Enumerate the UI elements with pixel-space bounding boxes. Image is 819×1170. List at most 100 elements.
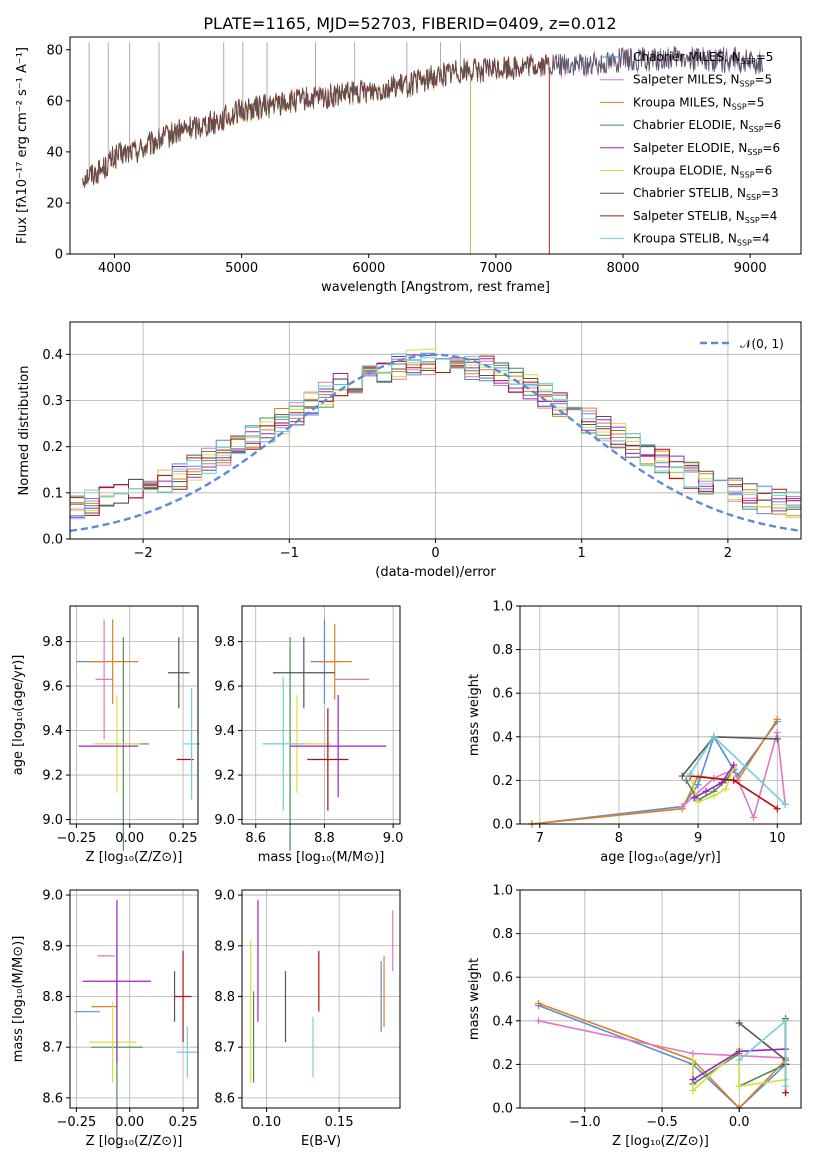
mass-weight-point-marker (690, 794, 698, 802)
y-axis-label: mass [log₁₀(M/M⊙)] (11, 936, 26, 1063)
mass-weight-series-line (531, 721, 778, 825)
mass-vs-Z-frame-group: −0.25 0.00 0.25 8.6 8.7 8.8 8.9 9.0 Z [log₁₀(Z/Z… (11, 889, 199, 1149)
mass-weight-point-marker (735, 1056, 743, 1064)
legend-entry-name: Chabrier STELIB, N (633, 186, 746, 200)
legend-entry-subscript: SSP (745, 216, 760, 225)
y-tick-label: 8.8 (214, 990, 235, 1005)
mass-weight-vs-Z-plot-area (535, 999, 790, 1112)
x-tick-label: 0 (431, 546, 439, 561)
mass-weight-point-marker (773, 805, 781, 813)
mass-weight-point-marker (694, 781, 702, 789)
x-tick-label: 0.00 (115, 831, 144, 846)
mass-weight-point-marker (718, 779, 726, 787)
x-tick-label: 0.0 (729, 1115, 750, 1130)
mass-weight-point-marker (535, 999, 543, 1007)
x-tick-label: 4000 (98, 261, 131, 276)
mass-weight-point-marker (750, 813, 758, 821)
age-vs-Z-axes: −0.25 0.00 0.25 9.0 9.2 9.4 9.6 9.8 Z [log₁₀(Z/Z… (11, 605, 201, 865)
y-tick-label: 9.0 (214, 813, 235, 828)
legend-entry: Kroupa MILES, NSSP=5 (633, 95, 764, 111)
mass-weight-series-line (689, 735, 786, 805)
mass-weight-series-line (681, 732, 786, 820)
legend-entry-subscript: SSP (741, 57, 756, 66)
y-tick-label: 9.4 (42, 724, 63, 739)
mass-weight-point-marker (686, 770, 694, 778)
axes-frame (69, 889, 199, 1109)
legend-entry: Chabrier ELODIE, NSSP=6 (633, 118, 781, 134)
y-tick-label: 9.2 (214, 769, 235, 784)
y-tick-label: 0.0 (42, 533, 63, 548)
residual-histogram-plot-area (69, 348, 802, 533)
legend-entry: Chabrier STELIB, NSSP=3 (633, 186, 779, 202)
y-tick-label: 0.0 (492, 1102, 513, 1117)
y-tick-label: 0.6 (492, 971, 513, 986)
x-tick-label: 7 (536, 831, 544, 846)
legend-entry-suffix: =6 (755, 164, 773, 178)
mass-weight-point-marker (782, 1089, 790, 1097)
x-axis-label: E(B-V) (301, 1134, 341, 1149)
y-tick-label: 1.0 (492, 884, 513, 899)
spectrum-plot-area (82, 42, 764, 254)
y-axis-label: mass weight (467, 674, 482, 756)
y-tick-label: 20 (46, 196, 63, 211)
x-axis-label: age [log₁₀(age/yr)] (600, 850, 721, 865)
age-vs-Z-plot-area (76, 619, 201, 851)
age-vs-mass-plot-area (262, 619, 387, 851)
x-tick-label: 6000 (352, 261, 385, 276)
mass-weight-point-marker (735, 1082, 743, 1090)
x-tick-label: −0.25 (56, 1115, 96, 1130)
y-tick-label: 0.2 (42, 440, 63, 455)
y-tick-label: 0.3 (42, 394, 63, 409)
mass-weight-point-marker (730, 776, 738, 784)
axes-frame (519, 889, 802, 1109)
x-tick-label: 9 (694, 831, 702, 846)
legend-entry-name: Kroupa ELODIE, N (633, 164, 740, 178)
y-tick-label: 0.4 (42, 348, 63, 363)
mass-weight-point-marker (678, 772, 686, 780)
mass-vs-Z-plot-area (74, 900, 198, 1149)
mass-weight-point-marker (730, 761, 738, 769)
x-tick-label: 8.6 (245, 831, 266, 846)
y-tick-label: 0.4 (492, 730, 513, 745)
spectrum-series-line (82, 54, 550, 254)
legend-entry-name: Kroupa MILES, N (633, 95, 732, 109)
y-tick-label: 60 (46, 94, 63, 109)
x-tick-label: −1 (280, 546, 299, 561)
y-axis-label: mass weight (467, 958, 482, 1040)
mass-weight-point-marker (722, 785, 730, 793)
legend-entry-subscript: SSP (740, 80, 755, 89)
chart-title: PLATE=1165, MJD=52703, FIBERID=0409, z=0… (203, 14, 616, 33)
x-tick-label: 0.00 (115, 1115, 144, 1130)
mass-weight-point-marker (781, 800, 789, 808)
legend-entry-suffix: =4 (752, 232, 770, 246)
x-tick-label: 5000 (225, 261, 258, 276)
age-vs-mass-axes: 8.6 8.8 9.0 9.0 9.2 9.4 9.6 9.8 mass [log₁₀(M/M⊙… (214, 605, 403, 865)
mass-weight-series-line (538, 1002, 787, 1110)
y-axis-label: Flux [fλ10⁻¹⁷ erg cm⁻² s⁻¹ A⁻¹] (15, 47, 30, 244)
mass-vs-Z-axes: −0.25 0.00 0.25 8.6 8.7 8.8 8.9 9.0 Z [log₁₀(Z/Z… (11, 889, 199, 1149)
y-tick-label: 9.6 (42, 680, 63, 695)
mass-vs-ebv-plot-area (250, 900, 394, 1083)
axes-frame (519, 605, 802, 825)
y-tick-label: 0.0 (492, 818, 513, 833)
y-tick-label: 8.9 (42, 939, 63, 954)
mass-weight-vs-age-plot-area (528, 715, 789, 828)
legend-entry-suffix: =5 (747, 95, 765, 109)
axes-frame (241, 889, 401, 1109)
mass-vs-ebv-frame-group: 0.10 0.15 8.6 8.7 8.8 8.9 9.0 E(B-V) (214, 889, 401, 1149)
histogram-step-7 (70, 355, 801, 516)
y-tick-label: 9.0 (42, 813, 63, 828)
histogram-step-8 (70, 353, 801, 520)
mass-weight-point-marker (694, 798, 702, 806)
spectrum-frame-group: 4000 5000 6000 7000 8000 9000 0 20 40 60 80 wavelen… (15, 36, 802, 295)
legend-entry-name: Salpeter ELODIE, N (633, 141, 747, 155)
y-axis-label: Normed distribution (17, 366, 32, 496)
y-tick-label: 9.2 (42, 769, 63, 784)
x-tick-label: 8.8 (314, 831, 335, 846)
mass-vs-ebv-axes: 0.10 0.15 8.6 8.7 8.8 8.9 9.0 E(B-V) (214, 889, 401, 1149)
mass-weight-point-marker (773, 715, 781, 723)
x-tick-label: 8 (615, 831, 623, 846)
y-tick-label: 0 (55, 248, 63, 263)
